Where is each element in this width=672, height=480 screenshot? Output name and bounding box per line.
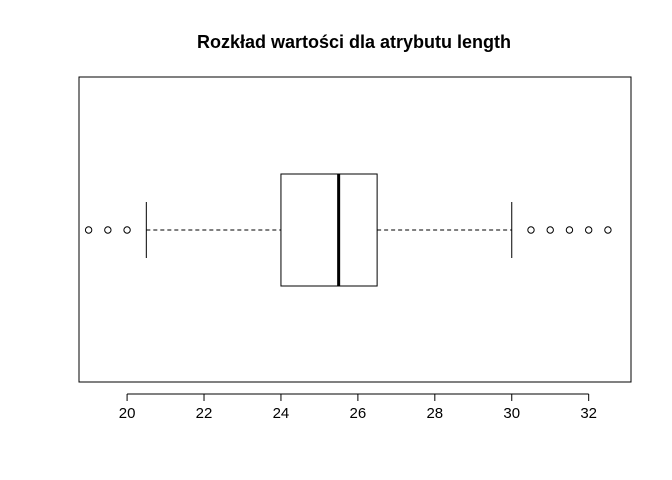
x-tick-label: 22 bbox=[196, 405, 213, 422]
outlier-point bbox=[546, 226, 554, 234]
outlier-point bbox=[604, 226, 612, 234]
outlier-point bbox=[123, 226, 131, 234]
outlier-point bbox=[584, 226, 593, 234]
box-group bbox=[84, 173, 612, 287]
x-tick-label: 26 bbox=[350, 405, 367, 422]
outlier-point bbox=[565, 226, 574, 234]
plot-frame bbox=[78, 76, 632, 383]
outlier-point bbox=[527, 226, 535, 234]
x-tick-label: 20 bbox=[119, 405, 136, 422]
iqr-box bbox=[280, 173, 378, 287]
outlier-point bbox=[84, 226, 93, 234]
outlier-point bbox=[104, 226, 112, 234]
chart-title: Rozkład wartości dla atrybutu length bbox=[197, 32, 511, 52]
x-tick-label: 32 bbox=[580, 405, 597, 422]
x-axis: 20 22 24 26 28 30 32 bbox=[119, 393, 597, 422]
x-tick-label: 24 bbox=[273, 405, 290, 422]
x-tick-label: 28 bbox=[426, 405, 443, 422]
x-tick-label: 30 bbox=[503, 405, 520, 422]
